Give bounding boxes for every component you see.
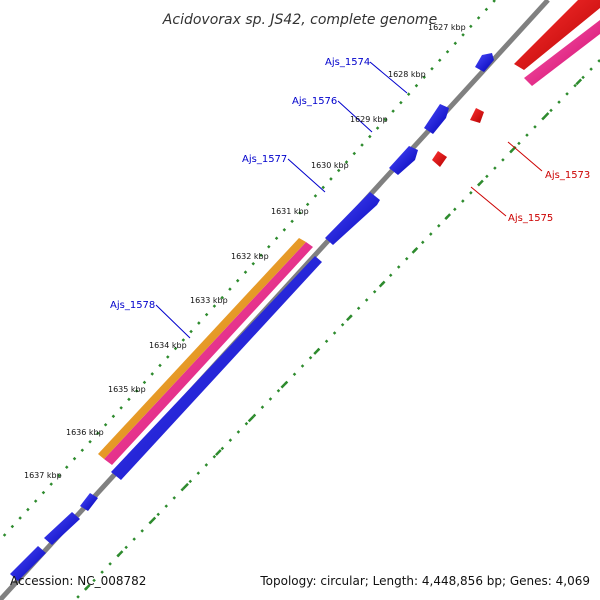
tick-label-1634: 1634 kbp xyxy=(149,341,187,350)
tick-label-1631: 1631 kbp xyxy=(271,207,309,216)
gene-ajs-1576-shape[interactable] xyxy=(424,104,449,134)
tick-label-1633: 1633 kbp xyxy=(190,296,228,305)
gene-ajs-1574-shape[interactable] xyxy=(475,53,494,72)
genome-summary-text: Topology: circular; Length: 4,448,856 bp… xyxy=(259,574,590,588)
gene-label-ajs-1576[interactable]: Ajs_1576 xyxy=(292,96,337,107)
callout-ajs-1576 xyxy=(337,100,373,133)
feature-orange-long xyxy=(98,238,306,459)
gene-ajs-1577-shape[interactable] xyxy=(389,146,418,175)
callout-ajs-1574 xyxy=(369,61,408,94)
feature-pink-top xyxy=(524,20,600,86)
callout-ajs-1575 xyxy=(470,186,507,217)
tick-label-1636: 1636 kbp xyxy=(66,428,104,437)
inner-major-ticks xyxy=(74,59,600,600)
feature-pink-long xyxy=(104,242,313,465)
callout-ajs-1578 xyxy=(155,304,191,339)
accession-text: Accession: NC_008782 xyxy=(10,574,146,588)
callout-ajs-1573 xyxy=(507,141,543,172)
feature-red-top xyxy=(514,0,600,70)
gene-blue-long[interactable] xyxy=(111,256,322,480)
tick-label-1627: 1627 kbp xyxy=(428,23,466,32)
gene-ajs-1578-shape[interactable] xyxy=(325,192,380,245)
gene-blue-small-3[interactable] xyxy=(10,546,46,581)
tick-label-1629: 1629 kbp xyxy=(350,115,388,124)
tick-label-1637: 1637 kbp xyxy=(24,471,62,480)
outer-tick-ring xyxy=(0,0,496,541)
tick-label-1635: 1635 kbp xyxy=(108,385,146,394)
callout-ajs-1577 xyxy=(287,158,326,193)
gene-label-ajs-1577[interactable]: Ajs_1577 xyxy=(242,154,287,165)
gene-blue-small-1[interactable] xyxy=(80,493,98,511)
gene-ajs-1573-shape[interactable] xyxy=(470,108,484,123)
gene-label-ajs-1575[interactable]: Ajs_1575 xyxy=(508,213,553,224)
gene-label-ajs-1573[interactable]: Ajs_1573 xyxy=(545,170,590,181)
gene-ajs-1575-shape[interactable] xyxy=(432,151,447,167)
tick-label-1628: 1628 kbp xyxy=(388,70,426,79)
map-title: Acidovorax sp. JS42, complete genome xyxy=(162,12,437,28)
gene-blue-small-2[interactable] xyxy=(44,512,80,545)
gene-label-ajs-1578[interactable]: Ajs_1578 xyxy=(110,300,155,311)
gene-label-ajs-1574[interactable]: Ajs_1574 xyxy=(325,57,370,68)
tick-label-1632: 1632 kbp xyxy=(231,252,269,261)
tick-label-1630: 1630 kbp xyxy=(311,161,349,170)
